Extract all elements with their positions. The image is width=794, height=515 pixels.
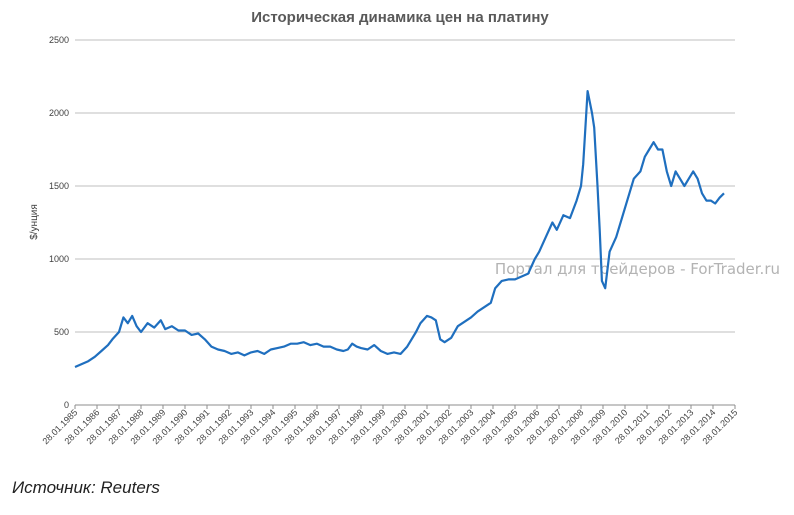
y-tick-label: 1000 — [49, 254, 69, 264]
y-axis-label: $/унция — [29, 204, 40, 240]
source-caption: Источник: Reuters — [12, 478, 160, 497]
y-axis-tick-labels: 0 500 1000 1500 2000 2500 — [49, 35, 69, 410]
series-group — [74, 90, 725, 369]
y-tick-label: 2000 — [49, 108, 69, 118]
watermark-text: Портал для трейдеров - ForTrader.ru — [495, 260, 780, 278]
series-line-platinum-price — [74, 90, 725, 369]
chart-area: Историческая динамика цен на платину 0 50… — [29, 9, 780, 446]
x-axis-tick-labels: 28.01.198528.01.198628.01.198728.01.1988… — [40, 405, 739, 446]
platinum-price-chart: Историческая динамика цен на платину 0 50… — [29, 9, 780, 446]
y-tick-label: 0 — [64, 400, 69, 410]
y-tick-label: 2500 — [49, 35, 69, 45]
y-tick-label: 1500 — [49, 181, 69, 191]
chart-title: Историческая динамика цен на платину — [251, 9, 549, 26]
y-tick-label: 500 — [54, 327, 69, 337]
